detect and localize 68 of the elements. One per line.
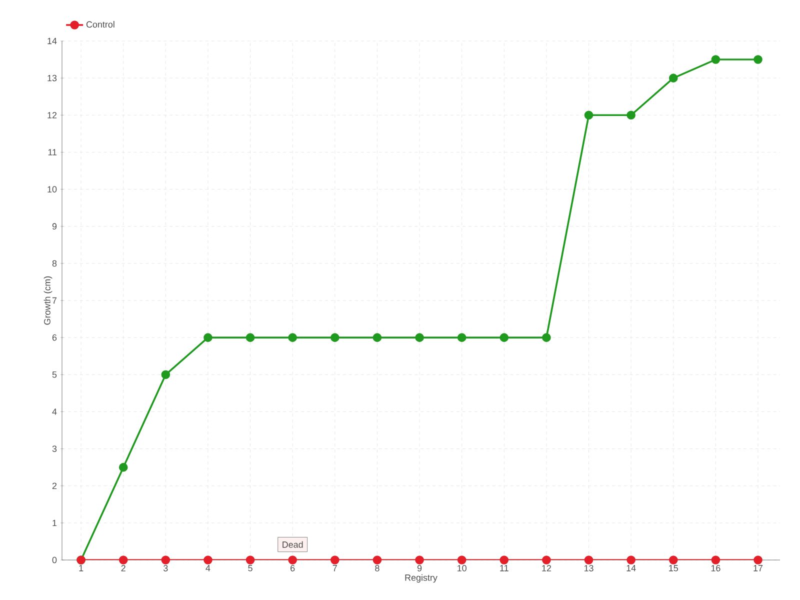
y-tick-label: 9 [52, 223, 57, 230]
point [668, 556, 678, 564]
point [500, 333, 509, 342]
point [161, 370, 170, 380]
point [204, 333, 212, 342]
point [542, 556, 551, 564]
x-tick-label: 1 [79, 565, 84, 572]
point [161, 556, 170, 564]
x-tick-label: 7 [332, 565, 337, 572]
point [118, 556, 128, 564]
point [711, 55, 720, 64]
y-tick-label: 5 [52, 372, 57, 378]
point [372, 556, 382, 564]
point [457, 333, 466, 342]
x-tick-label: 10 [458, 565, 466, 572]
x-tick-label: 5 [248, 565, 252, 572]
point [457, 556, 466, 564]
point [204, 556, 212, 564]
point [415, 333, 424, 342]
y-tick-label: 10 [48, 186, 57, 192]
y-tick-label: 6 [52, 334, 57, 341]
y-tick-label: 1 [52, 520, 57, 526]
x-tick-label: 2 [121, 565, 126, 572]
point [330, 556, 340, 564]
x-tick-label: 11 [500, 565, 508, 572]
x-tick-label: 12 [542, 565, 551, 572]
y-tick-label: 14 [48, 38, 57, 44]
x-tick-label: 16 [711, 565, 720, 572]
y-tick-label: 4 [52, 408, 57, 415]
x-tick-label: 13 [584, 565, 594, 572]
x-tick-label: 17 [754, 565, 763, 572]
y-tick-label: 7 [52, 297, 57, 304]
point [754, 55, 762, 64]
x-tick-label: 6 [290, 565, 295, 572]
point [246, 333, 255, 342]
annotation: Dead [282, 541, 303, 548]
point [626, 556, 636, 564]
point [330, 333, 340, 342]
point [500, 556, 509, 564]
x-axis-title: Registry [405, 574, 438, 583]
point [711, 556, 720, 564]
y-tick-label: 13 [48, 74, 57, 82]
y-tick-label: 12 [48, 112, 57, 118]
y-tick-label: 11 [48, 149, 57, 156]
point [584, 556, 594, 564]
point [542, 333, 551, 342]
y-tick-label: 8 [52, 260, 57, 267]
point [372, 333, 382, 342]
x-tick-label: 3 [164, 565, 168, 572]
y-tick-label: 0 [52, 556, 57, 564]
x-tick-label: 9 [417, 565, 422, 572]
point [415, 556, 424, 564]
x-tick-label: 4 [206, 565, 210, 572]
x-tick-label: 14 [626, 565, 636, 572]
point [626, 110, 636, 120]
x-tick-label: 15 [669, 565, 678, 572]
y-tick-label: 2 [52, 482, 57, 489]
point [118, 462, 128, 472]
legend-label: Control [86, 21, 114, 28]
point [754, 556, 762, 564]
point [288, 556, 297, 564]
point [584, 110, 594, 120]
point [246, 556, 255, 564]
point [288, 333, 297, 342]
y-axis-title: Growth (cm) [44, 276, 52, 325]
x-tick-label: 8 [375, 565, 380, 572]
y-tick-label: 3 [52, 446, 57, 452]
point [668, 74, 678, 82]
